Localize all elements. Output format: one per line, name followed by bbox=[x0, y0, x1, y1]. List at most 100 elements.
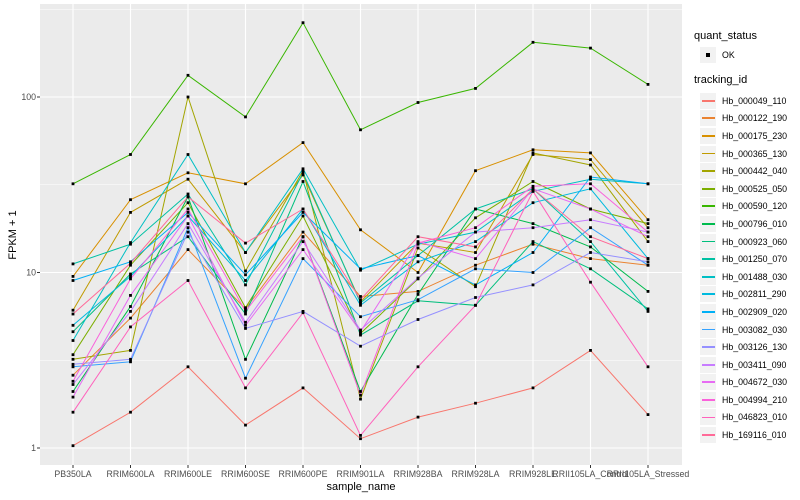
data-point bbox=[301, 171, 305, 175]
x-tick-label: PB350LA bbox=[54, 469, 91, 479]
data-point bbox=[474, 226, 477, 230]
data-point bbox=[589, 251, 592, 254]
legend-item-Hb_046823_010: Hb_046823_010 bbox=[694, 409, 798, 427]
data-point bbox=[129, 272, 132, 276]
legend-item-Hb_003411_090: Hb_003411_090 bbox=[694, 356, 798, 374]
data-point bbox=[71, 362, 75, 366]
data-point bbox=[589, 163, 592, 167]
legend-title-tracking-id: tracking_id bbox=[694, 74, 748, 86]
data-point bbox=[71, 262, 75, 266]
data-point bbox=[359, 344, 362, 348]
data-point bbox=[359, 328, 362, 332]
x-tick-label: RRIM600PE bbox=[279, 469, 328, 479]
data-point bbox=[71, 275, 75, 278]
data-point bbox=[646, 218, 650, 222]
series-color-line-icon bbox=[701, 117, 715, 120]
data-point bbox=[186, 95, 190, 99]
y-tick-label: 1 bbox=[31, 443, 36, 453]
line-sample-key bbox=[700, 268, 716, 285]
data-point bbox=[244, 312, 247, 316]
data-point bbox=[244, 310, 247, 313]
series-color-line-icon bbox=[701, 311, 715, 313]
data-point bbox=[589, 267, 592, 271]
data-point bbox=[244, 423, 247, 427]
legend-item-Hb_000796_010: Hb_000796_010 bbox=[694, 215, 798, 233]
legend-label: Hb_000590_120 bbox=[722, 201, 788, 212]
data-point bbox=[589, 187, 592, 191]
data-point bbox=[71, 383, 75, 386]
legend-item-Hb_001250_070: Hb_001250_070 bbox=[694, 250, 798, 268]
legend-label-ok: OK bbox=[722, 50, 735, 60]
legend-item-ok: OK bbox=[694, 46, 798, 64]
data-point bbox=[244, 320, 247, 324]
data-point bbox=[416, 260, 420, 264]
data-point bbox=[474, 169, 477, 173]
data-point bbox=[589, 158, 592, 161]
series-color-line-icon bbox=[701, 99, 715, 102]
data-point bbox=[244, 273, 247, 277]
legend-item-Hb_003126_130: Hb_003126_130 bbox=[694, 338, 798, 356]
data-point bbox=[531, 201, 535, 205]
legend-item-Hb_000525_050: Hb_000525_050 bbox=[694, 180, 798, 198]
x-tick-label: RRIM600LE bbox=[164, 469, 212, 479]
data-point bbox=[186, 153, 190, 156]
legend-item-Hb_002811_290: Hb_002811_290 bbox=[694, 286, 798, 304]
data-point bbox=[359, 393, 362, 397]
data-point bbox=[244, 306, 247, 310]
data-point bbox=[71, 365, 75, 369]
data-point bbox=[129, 349, 132, 352]
legend-label: Hb_046823_010 bbox=[722, 412, 788, 423]
data-point bbox=[531, 187, 535, 191]
data-point bbox=[589, 151, 592, 155]
data-point bbox=[416, 276, 420, 280]
point-marker-icon bbox=[706, 53, 710, 57]
data-point bbox=[646, 260, 650, 264]
data-point bbox=[301, 257, 305, 260]
data-point bbox=[474, 296, 477, 299]
legend-item-Hb_001488_030: Hb_001488_030 bbox=[694, 268, 798, 286]
data-point bbox=[359, 397, 362, 401]
x-tick-label: RRIM600SE bbox=[221, 469, 270, 479]
legend-label: Hb_003126_130 bbox=[722, 342, 788, 353]
point-marker-key bbox=[700, 47, 716, 63]
line-sample-key bbox=[700, 180, 716, 197]
data-point bbox=[186, 201, 190, 205]
data-point bbox=[301, 230, 305, 234]
line-sample-key bbox=[700, 92, 716, 109]
data-point bbox=[589, 349, 592, 352]
line-sample-key bbox=[700, 127, 716, 144]
data-point bbox=[646, 235, 650, 239]
line-sample-key bbox=[700, 356, 716, 373]
data-point bbox=[416, 240, 420, 243]
x-tick-label: RRIM928LE bbox=[509, 469, 557, 479]
data-point bbox=[589, 235, 592, 239]
data-point bbox=[71, 395, 75, 399]
legend-label: Hb_001488_030 bbox=[722, 271, 788, 282]
data-point bbox=[646, 240, 650, 243]
data-point bbox=[186, 192, 190, 196]
data-point bbox=[531, 40, 535, 44]
x-tick-label: RRII105LA_Stressed bbox=[607, 469, 690, 479]
legend-label: Hb_000175_230 bbox=[722, 130, 788, 141]
data-point bbox=[474, 240, 477, 243]
data-point bbox=[474, 230, 477, 234]
data-point bbox=[129, 261, 132, 265]
data-point bbox=[186, 177, 190, 181]
data-point bbox=[186, 171, 190, 175]
line-sample-key bbox=[700, 321, 716, 338]
legend-item-Hb_000590_120: Hb_000590_120 bbox=[694, 198, 798, 216]
data-point bbox=[531, 153, 535, 156]
series-color-line-icon bbox=[701, 240, 715, 243]
legend-label: Hb_000442_040 bbox=[722, 166, 788, 177]
legend-item-Hb_003082_030: Hb_003082_030 bbox=[694, 321, 798, 339]
data-point bbox=[301, 173, 305, 177]
legend-label: Hb_169116_010 bbox=[722, 430, 787, 441]
data-point bbox=[474, 87, 477, 90]
data-point bbox=[186, 214, 190, 218]
data-point bbox=[186, 235, 190, 239]
data-point bbox=[301, 207, 305, 211]
data-point bbox=[71, 330, 75, 334]
data-point bbox=[474, 401, 477, 405]
data-point bbox=[474, 251, 477, 254]
